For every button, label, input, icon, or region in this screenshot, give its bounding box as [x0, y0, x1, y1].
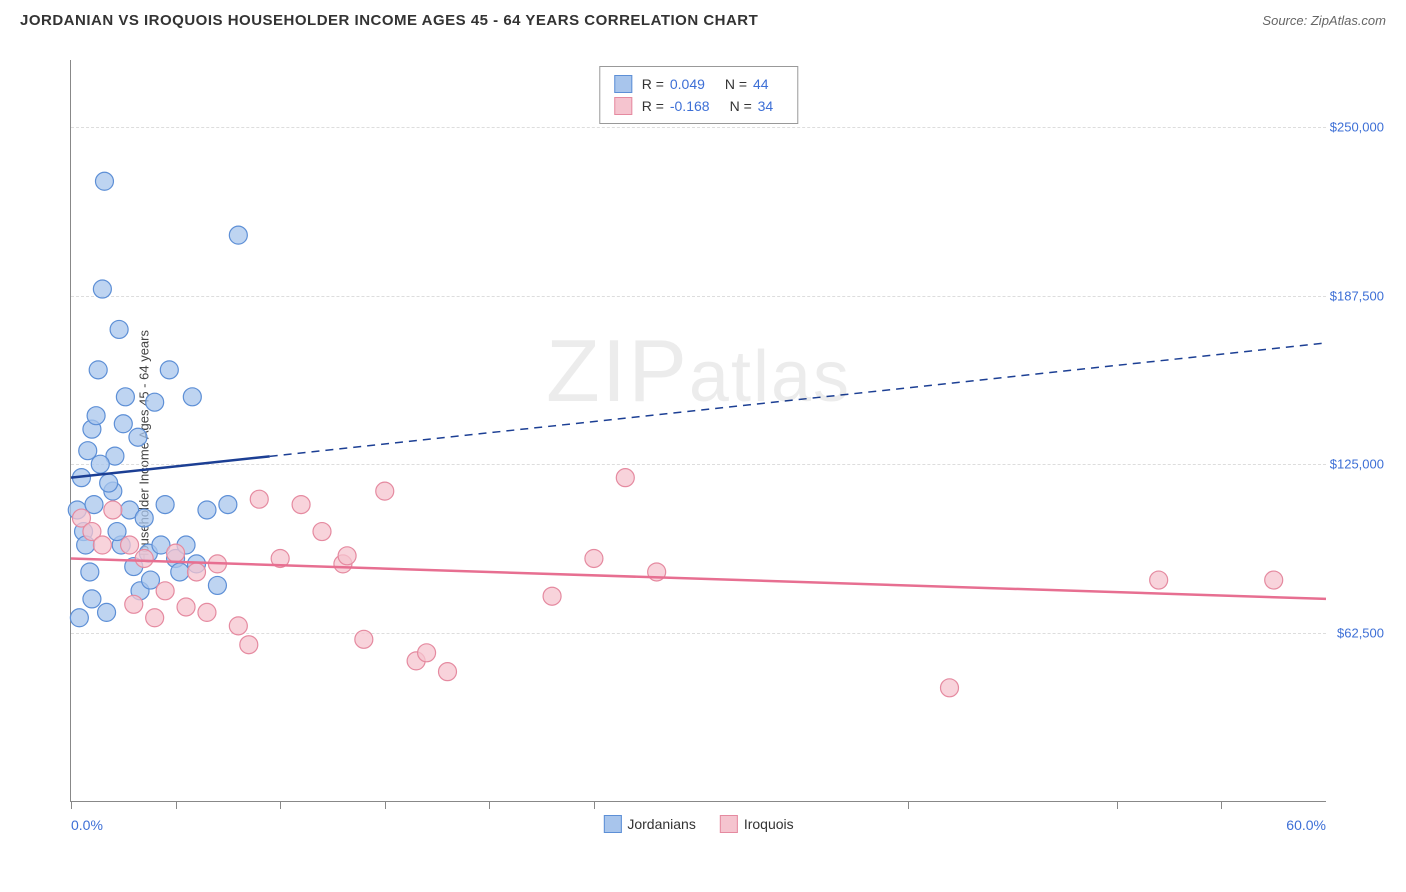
- legend-stats-row: R = -0.168 N = 34: [614, 95, 783, 117]
- scatter-point: [292, 496, 310, 514]
- x-tick: [280, 801, 281, 809]
- scatter-point: [376, 482, 394, 500]
- scatter-point: [160, 361, 178, 379]
- scatter-point: [91, 455, 109, 473]
- legend-r-value-iroquois: -0.168: [670, 98, 710, 114]
- scatter-point: [1265, 571, 1283, 589]
- scatter-point: [585, 549, 603, 567]
- x-tick: [908, 801, 909, 809]
- x-axis-max-label: 60.0%: [1286, 817, 1326, 833]
- scatter-point: [183, 388, 201, 406]
- scatter-point: [125, 595, 143, 613]
- scatter-point: [114, 415, 132, 433]
- chart-container: Householder Income Ages 45 - 64 years ZI…: [50, 50, 1386, 842]
- scatter-point: [98, 603, 116, 621]
- regression-line-dashed: [270, 343, 1326, 456]
- legend-item-iroquois: Iroquois: [720, 815, 794, 833]
- scatter-point: [941, 679, 959, 697]
- scatter-point: [355, 630, 373, 648]
- scatter-point: [177, 598, 195, 616]
- x-tick: [489, 801, 490, 809]
- scatter-point: [229, 226, 247, 244]
- scatter-point: [89, 361, 107, 379]
- scatter-point: [313, 523, 331, 541]
- legend-swatch-jordanians: [603, 815, 621, 833]
- scatter-point: [418, 644, 436, 662]
- chart-header: JORDANIAN VS IROQUOIS HOUSEHOLDER INCOME…: [0, 0, 1406, 37]
- legend-stats-box: R = 0.049 N = 44 R = -0.168 N = 34: [599, 66, 798, 124]
- legend-r-value-jordanians: 0.049: [670, 76, 705, 92]
- scatter-point: [229, 617, 247, 635]
- scatter-point: [198, 603, 216, 621]
- scatter-point: [188, 563, 206, 581]
- scatter-point: [81, 563, 99, 581]
- source-label: Source:: [1262, 13, 1307, 28]
- scatter-point: [121, 536, 139, 554]
- scatter-point: [198, 501, 216, 519]
- y-axis-tick-label: $250,000: [1330, 120, 1384, 135]
- legend-n-label: N =: [725, 76, 747, 92]
- legend-n-value-jordanians: 44: [753, 76, 769, 92]
- regression-line-solid: [71, 558, 1326, 598]
- legend-label-jordanians: Jordanians: [627, 816, 696, 832]
- legend-item-jordanians: Jordanians: [603, 815, 696, 833]
- scatter-point: [208, 576, 226, 594]
- x-axis-min-label: 0.0%: [71, 817, 103, 833]
- scatter-point: [135, 549, 153, 567]
- scatter-point: [93, 536, 111, 554]
- scatter-point: [110, 320, 128, 338]
- scatter-point: [70, 609, 88, 627]
- x-tick: [1221, 801, 1222, 809]
- scatter-point: [167, 544, 185, 562]
- scatter-point: [129, 428, 147, 446]
- scatter-point: [87, 407, 105, 425]
- legend-n-label: N =: [730, 98, 752, 114]
- scatter-point: [104, 501, 122, 519]
- legend-bottom: Jordanians Iroquois: [603, 815, 793, 833]
- scatter-point: [338, 547, 356, 565]
- scatter-point: [616, 469, 634, 487]
- scatter-point: [250, 490, 268, 508]
- x-tick: [594, 801, 595, 809]
- scatter-point: [116, 388, 134, 406]
- x-tick: [385, 801, 386, 809]
- x-tick: [1117, 801, 1118, 809]
- y-axis-tick-label: $62,500: [1337, 625, 1384, 640]
- scatter-point: [219, 496, 237, 514]
- legend-r-label: R =: [642, 98, 664, 114]
- legend-r-label: R =: [642, 76, 664, 92]
- y-axis-tick-label: $187,500: [1330, 288, 1384, 303]
- plot-area: ZIPatlas $62,500$125,000$187,500$250,000…: [70, 60, 1326, 802]
- legend-swatch-iroquois: [614, 97, 632, 115]
- legend-n-value-iroquois: 34: [758, 98, 774, 114]
- scatter-plot-svg: [71, 60, 1326, 801]
- scatter-point: [543, 587, 561, 605]
- legend-swatch-iroquois: [720, 815, 738, 833]
- legend-label-iroquois: Iroquois: [744, 816, 794, 832]
- scatter-point: [156, 582, 174, 600]
- scatter-point: [240, 636, 258, 654]
- legend-swatch-jordanians: [614, 75, 632, 93]
- source-attribution: Source: ZipAtlas.com: [1262, 13, 1386, 28]
- chart-title: JORDANIAN VS IROQUOIS HOUSEHOLDER INCOME…: [20, 12, 758, 29]
- x-tick: [176, 801, 177, 809]
- legend-stats-row: R = 0.049 N = 44: [614, 73, 783, 95]
- scatter-point: [83, 590, 101, 608]
- scatter-point: [146, 609, 164, 627]
- source-value: ZipAtlas.com: [1311, 13, 1386, 28]
- scatter-point: [1150, 571, 1168, 589]
- scatter-point: [439, 663, 457, 681]
- scatter-point: [95, 172, 113, 190]
- scatter-point: [146, 393, 164, 411]
- scatter-point: [156, 496, 174, 514]
- scatter-point: [93, 280, 111, 298]
- y-axis-tick-label: $125,000: [1330, 457, 1384, 472]
- scatter-point: [171, 563, 189, 581]
- x-tick: [71, 801, 72, 809]
- scatter-point: [135, 509, 153, 527]
- scatter-point: [100, 474, 118, 492]
